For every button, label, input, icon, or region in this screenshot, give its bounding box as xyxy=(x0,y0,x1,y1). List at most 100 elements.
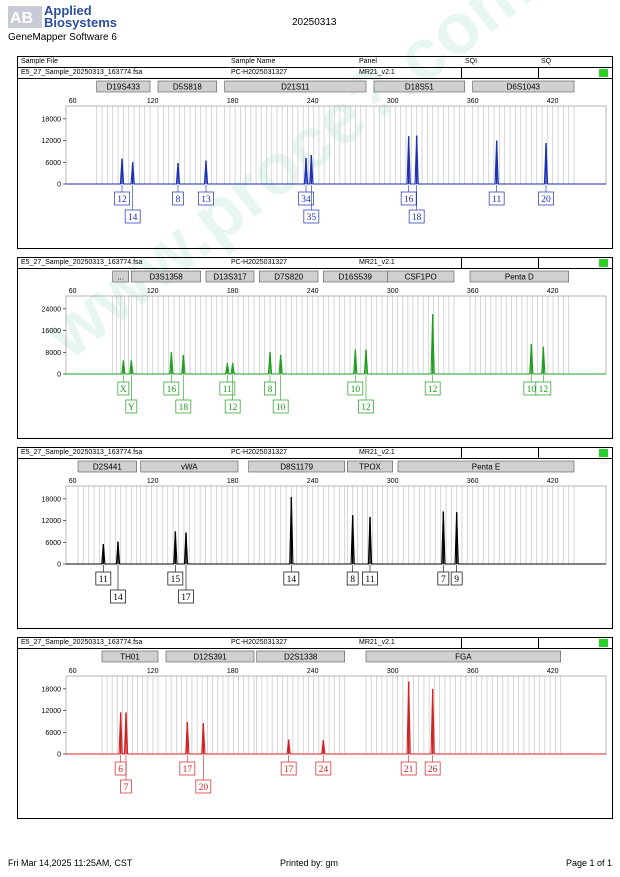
allele-label: 14 xyxy=(128,213,138,223)
y-tick-label: 12000 xyxy=(42,518,62,525)
x-tick-label: 360 xyxy=(467,668,479,675)
y-tick-label: 0 xyxy=(57,372,61,379)
allele-box xyxy=(347,381,364,396)
x-tick-label: 300 xyxy=(387,288,399,295)
y-tick-label: 18000 xyxy=(42,686,62,693)
allele-box xyxy=(117,381,130,396)
sample-name: PC-H2025031327 xyxy=(231,259,288,266)
allele-box xyxy=(198,191,214,206)
x-tick-label: 360 xyxy=(467,478,479,485)
allele-label: 16 xyxy=(404,195,414,205)
sample-name: PC-H2025031327 xyxy=(231,449,288,456)
panel-info-row: E5_27_Sample_20250313_163774.fsa PC-H202… xyxy=(18,68,612,79)
column-sample-file: Sample File xyxy=(21,58,58,65)
locus-box xyxy=(224,80,367,93)
chart-svg-green: ... D3S1358 D13S317 D7S820 D16S539 CSF1PO Pent… xyxy=(42,270,607,414)
locus-box xyxy=(165,650,255,663)
x-tick-label: 60 xyxy=(69,288,77,295)
chart-svg-black: D2S441 vWA D8S1179 TPOX Penta E 60 120 180 240 30… xyxy=(42,460,607,604)
allele-box xyxy=(283,571,300,586)
allele-label: 10 xyxy=(351,385,361,395)
locus-box xyxy=(131,270,201,283)
locus-box xyxy=(112,270,129,283)
locus-label: D2S441 xyxy=(93,463,122,472)
plot-frame xyxy=(65,485,607,565)
x-tick-label: 420 xyxy=(547,98,559,105)
locus-label: D5S818 xyxy=(173,83,202,92)
allele-label: 20 xyxy=(541,195,551,205)
x-tick-label: 60 xyxy=(69,478,77,485)
locus-label: D2S1338 xyxy=(284,653,318,662)
plot-frame xyxy=(65,105,607,185)
locus-label: FGA xyxy=(455,653,472,662)
y-tick-label: 24000 xyxy=(42,306,62,313)
trace-line xyxy=(66,681,606,755)
locus-label: D6S1043 xyxy=(507,83,541,92)
allele-box xyxy=(178,589,194,604)
electropherogram-panel-red: E5_27_Sample_20250313_163774.fsa PC-H202… xyxy=(17,637,613,819)
allele-label: 18 xyxy=(179,403,189,413)
locus-label: D18S51 xyxy=(405,83,434,92)
allele-label: 11 xyxy=(223,385,232,395)
allele-box xyxy=(114,191,130,206)
locus-label: ... xyxy=(117,273,124,282)
locus-label: D3S1358 xyxy=(149,273,183,282)
sample-file: E5_27_Sample_20250313_163774.fsa xyxy=(21,69,143,76)
locus-box xyxy=(140,460,239,473)
allele-label: 10 xyxy=(527,385,537,395)
locus-box xyxy=(259,270,319,283)
quality-indicator xyxy=(599,449,608,457)
allele-label: 12 xyxy=(361,403,371,413)
panel-name: MR21_v2.1 xyxy=(359,259,395,266)
panel-info-row: E5_27_Sample_20250313_163774.fsa PC-H202… xyxy=(18,448,612,459)
x-tick-label: 240 xyxy=(307,288,319,295)
allele-box xyxy=(437,571,450,586)
sample-file: E5_27_Sample_20250313_163774.fsa xyxy=(21,639,143,646)
allele-box xyxy=(120,779,132,794)
column-sqi: SQI xyxy=(465,58,478,65)
locus-box xyxy=(256,650,345,663)
locus-box xyxy=(96,80,151,93)
footer-page: Page 1 of 1 xyxy=(566,858,613,868)
x-tick-label: 420 xyxy=(547,668,559,675)
y-tick-label: 18000 xyxy=(42,116,62,123)
locus-label: D16S539 xyxy=(339,273,373,282)
allele-label: 26 xyxy=(428,765,438,775)
allele-box xyxy=(358,399,374,414)
allele-label: 18 xyxy=(412,213,422,223)
y-tick-label: 0 xyxy=(57,562,61,569)
locus-label: vWA xyxy=(181,463,198,472)
locus-box xyxy=(347,460,393,473)
allele-box xyxy=(95,571,112,586)
y-tick-label: 0 xyxy=(57,182,61,189)
x-tick-label: 120 xyxy=(147,98,159,105)
quality-indicator xyxy=(599,639,608,647)
trace-line xyxy=(66,497,606,565)
allele-box xyxy=(346,571,359,586)
panel-info-row: E5_27_Sample_20250313_163774.fsa PC-H202… xyxy=(18,258,612,269)
x-tick-label: 120 xyxy=(147,288,159,295)
allele-box xyxy=(264,381,276,396)
y-tick-label: 0 xyxy=(57,752,61,759)
allele-box xyxy=(224,399,241,414)
allele-label: 7 xyxy=(124,783,129,793)
quality-indicator xyxy=(599,259,608,267)
allele-label: 17 xyxy=(183,765,193,775)
x-tick-label: 300 xyxy=(387,98,399,105)
x-tick-label: 240 xyxy=(307,98,319,105)
locus-label: Penta E xyxy=(472,463,500,472)
column-panel: Panel xyxy=(359,58,377,65)
allele-box xyxy=(424,381,441,396)
column-sq: SQ xyxy=(541,58,552,65)
trace-line xyxy=(66,314,606,375)
x-tick-label: 180 xyxy=(227,478,239,485)
allele-box xyxy=(538,191,554,206)
allele-label: 12 xyxy=(117,195,127,205)
locus-label: Penta D xyxy=(505,273,534,282)
electropherogram-panel-green: E5_27_Sample_20250313_163774.fsa PC-H202… xyxy=(17,257,613,439)
y-tick-label: 8000 xyxy=(45,350,61,357)
brand-line-1: Applied xyxy=(44,3,92,18)
y-tick-label: 6000 xyxy=(45,160,61,167)
allele-label: 12 xyxy=(539,385,549,395)
